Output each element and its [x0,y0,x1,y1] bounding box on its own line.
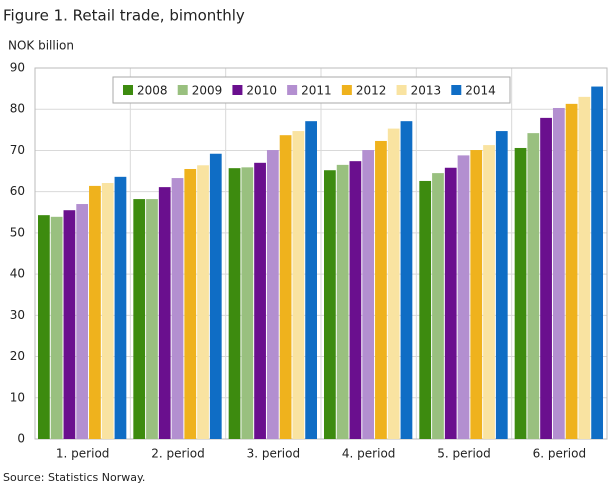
bar [38,215,50,439]
bar [50,216,63,439]
y-axis-label: NOK billion [8,39,74,53]
legend-swatch [396,85,407,95]
x-tick-label: 4. period [342,447,396,461]
bar [76,204,89,439]
x-tick-label: 1. period [56,447,110,461]
y-tick-label: 30 [10,308,25,322]
bar [457,155,470,439]
bar [444,167,457,439]
bar [336,164,349,439]
bar [89,185,101,439]
bar [279,135,292,440]
bar [209,153,222,439]
bar [146,199,158,439]
legend-swatch [232,85,243,95]
legend-label: 2014 [465,84,496,98]
y-tick-label: 0 [17,432,25,446]
chart-title: Figure 1. Retail trade, bimonthly [3,7,245,25]
bar [387,128,400,439]
bar [114,176,127,439]
y-tick-label: 10 [10,390,25,404]
bar [578,96,591,439]
legend-label: 2009 [192,84,223,98]
legend-swatch [123,85,133,95]
legend-swatch [451,85,462,95]
bar [133,199,146,439]
legend-label: 2008 [137,84,168,98]
bar [266,150,279,439]
bar [63,210,76,439]
legend-label: 2013 [411,84,442,98]
legend-label: 2010 [246,84,277,98]
bar [101,183,114,439]
legend-label: 2011 [301,84,332,98]
bar [540,117,552,439]
bar [349,161,362,439]
bar [184,168,197,439]
bar [324,170,336,439]
y-tick-label: 50 [10,225,25,239]
y-tick-label: 20 [10,349,25,363]
bar [514,147,527,439]
x-tick-label: 6. period [533,447,587,461]
bar [591,86,603,440]
bar [254,162,266,440]
bar [305,121,317,439]
source: Source: Statistics Norway. [3,471,145,484]
y-tick-label: 70 [10,143,25,157]
bar [158,187,171,439]
bar [495,131,508,439]
bar [419,180,432,439]
bar [565,103,578,439]
bar [400,121,413,439]
y-tick-label: 60 [10,184,25,198]
x-tick-label: 2. period [151,447,205,461]
bar [552,107,565,439]
legend-label: 2012 [356,84,387,98]
y-tick-label: 40 [10,267,25,281]
bar [197,165,209,440]
y-tick-label: 90 [10,61,25,75]
x-tick-label: 3. period [247,447,301,461]
bar [432,173,444,439]
legend-swatch [341,85,352,95]
bar [171,178,184,439]
bar [292,131,305,439]
bar [241,167,254,439]
plot-border [34,67,608,440]
bar [483,145,495,439]
x-tick-label: 5. period [437,447,491,461]
bar [527,133,540,439]
legend-swatch [287,85,298,95]
bar [470,150,483,439]
bar [375,140,387,440]
y-tick-label: 80 [10,102,25,116]
bar [228,168,241,440]
legend-swatch [177,85,188,95]
bar [362,150,375,439]
